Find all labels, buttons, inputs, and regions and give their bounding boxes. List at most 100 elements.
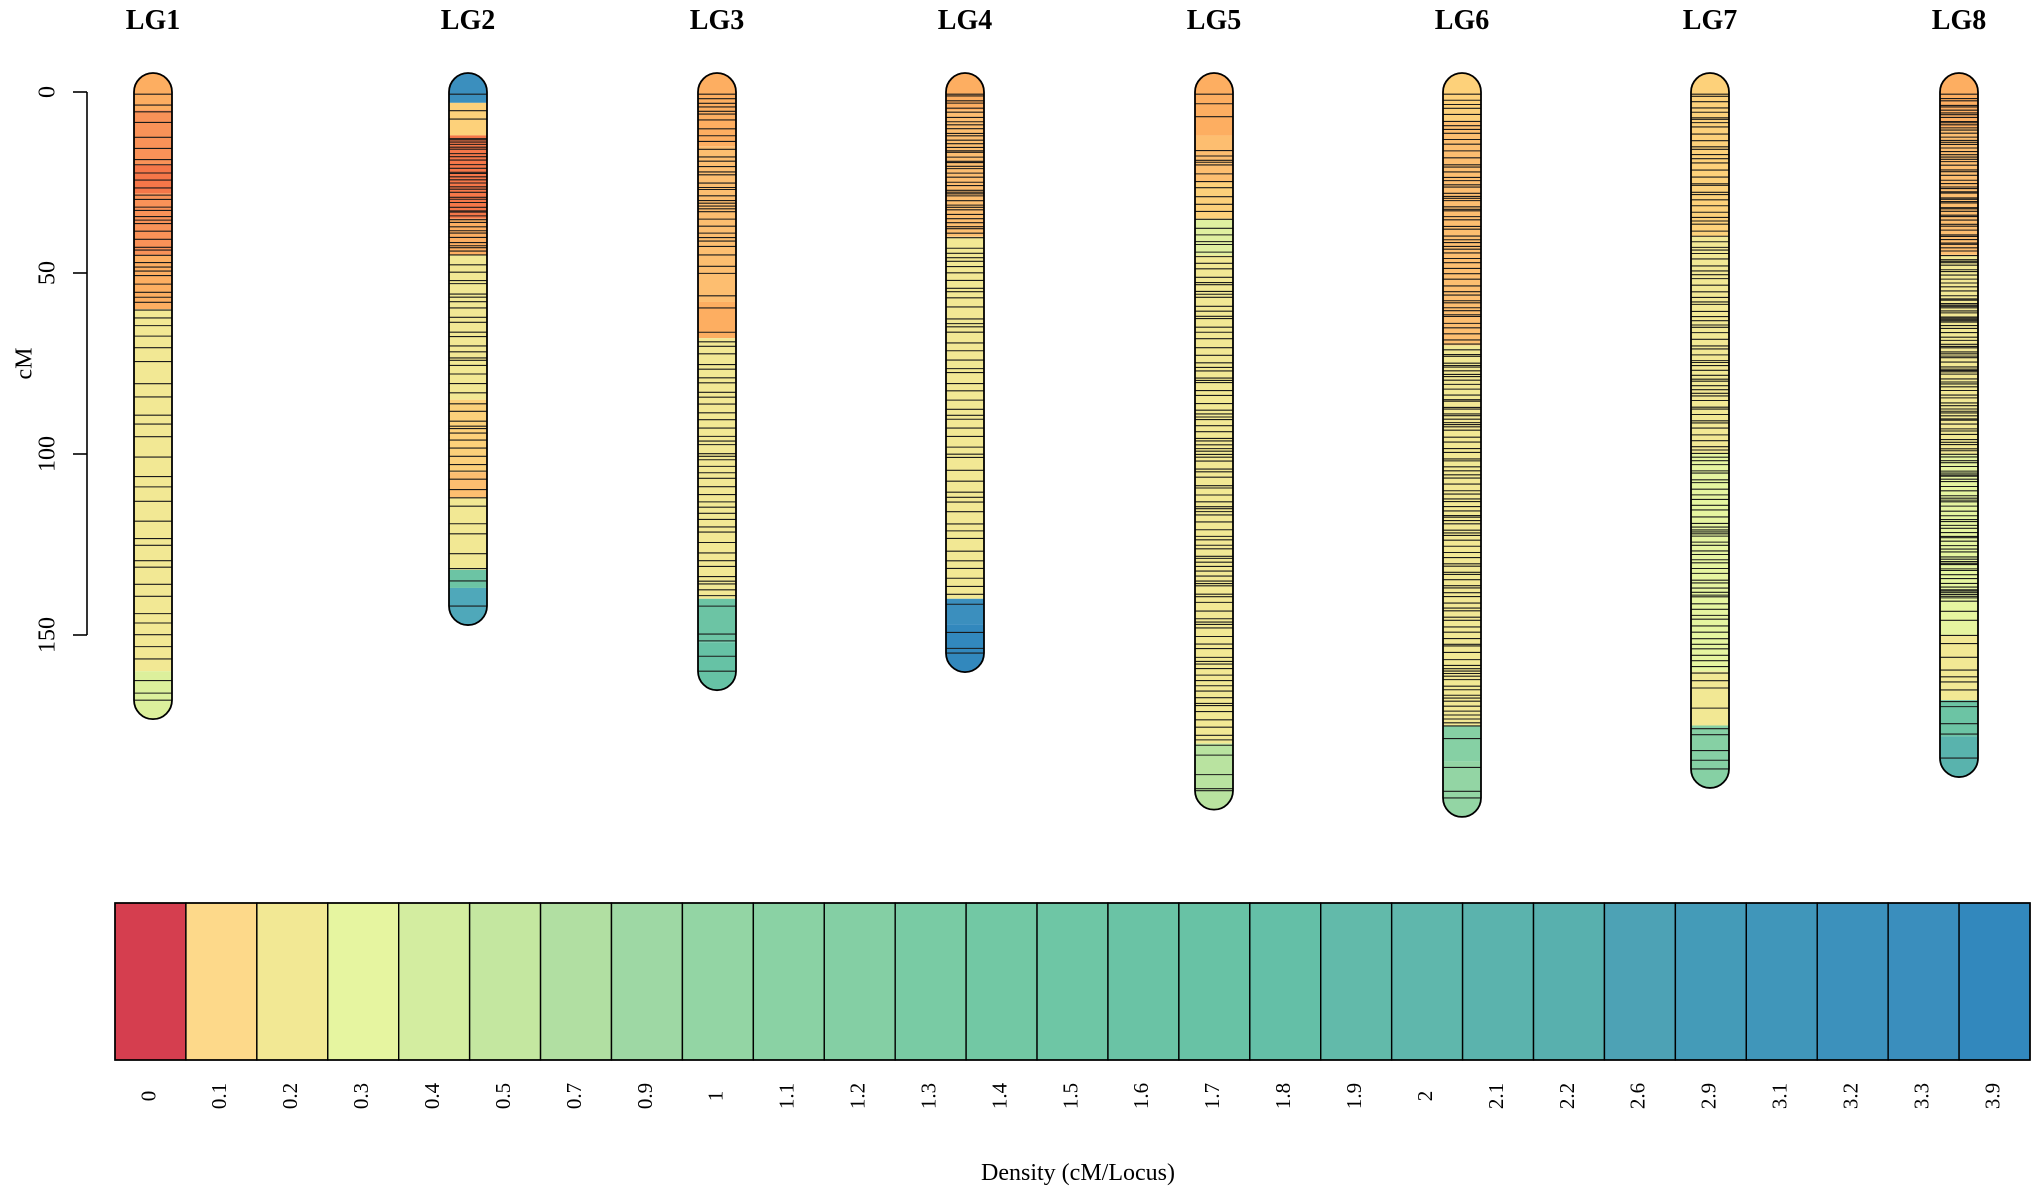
legend-label: 1.5 — [1058, 1083, 1082, 1109]
legend-label: 0 — [136, 1091, 160, 1102]
legend-swatch — [1887, 902, 1960, 1061]
legend-label: 2 — [1413, 1091, 1437, 1102]
linkage-group-title: LG5 — [1187, 5, 1241, 36]
y-axis: 0 50 100 150 cM — [12, 86, 88, 653]
marker-lines — [134, 93, 172, 701]
density-segment — [1940, 635, 1978, 701]
marker-lines — [1443, 93, 1481, 799]
density-segment — [1691, 671, 1729, 726]
density-segment — [1195, 254, 1233, 744]
density-segment — [1195, 743, 1233, 810]
marker-lines — [1691, 93, 1729, 770]
density-segment — [698, 598, 736, 643]
density-segment — [1691, 236, 1729, 454]
density-segment — [449, 399, 487, 473]
legend-swatch — [468, 902, 542, 1061]
legend-label: 3.1 — [1768, 1083, 1792, 1109]
legend-border — [114, 902, 2031, 1061]
y-tick-label: 0 — [35, 86, 61, 98]
linkage-group-lg8: LG8 — [1932, 5, 1986, 778]
legend-label: 0.9 — [633, 1083, 657, 1109]
y-tick-label: 50 — [35, 261, 61, 285]
legend-label: 3.3 — [1909, 1083, 1933, 1109]
legend-swatch — [1674, 902, 1747, 1061]
legend-swatch — [539, 902, 613, 1061]
legend-label: 2.6 — [1626, 1083, 1650, 1109]
legend-swatch — [610, 902, 684, 1061]
legend-swatch — [1603, 902, 1677, 1061]
density-segment — [449, 218, 487, 255]
marker-lines — [1940, 93, 1978, 759]
density-segment — [449, 254, 487, 400]
y-tick-label: 100 — [35, 436, 61, 472]
chromosome-outline — [697, 72, 737, 692]
linkage-group-lg1: LG1 — [126, 5, 180, 721]
legend-label: 1 — [704, 1091, 728, 1102]
legend-swatch — [1320, 902, 1393, 1061]
density-segment — [1691, 725, 1729, 788]
chromosome-outline — [133, 72, 173, 721]
density-legend: 0 0.1 0.2 0.3 0.4 0.5 0.7 0.9 1 1.1 1.2 1.3 1.4 1.5 1.… — [114, 902, 2031, 1109]
density-segment — [1443, 120, 1481, 346]
marker-lines — [449, 93, 487, 607]
legend-swatch — [894, 902, 967, 1061]
marker-lines — [946, 93, 984, 654]
linkage-group-title: LG4 — [938, 5, 992, 36]
linkage-group-lg3: LG3 — [690, 5, 744, 692]
legend-label: 0.3 — [349, 1083, 373, 1109]
legend-swatch — [114, 902, 187, 1061]
legend-swatch — [1745, 902, 1818, 1061]
chromosome-outline — [1939, 72, 1979, 778]
density-segment — [1195, 218, 1233, 255]
density-segment — [134, 193, 172, 255]
density-segment — [946, 598, 984, 625]
legend-swatch — [185, 902, 258, 1061]
linkage-group-lg4: LG4 — [938, 5, 992, 673]
density-segment — [1691, 73, 1729, 111]
legend-label: 3.9 — [1980, 1083, 2004, 1109]
marker-lines — [698, 93, 736, 672]
legend-label: 1.9 — [1342, 1083, 1366, 1109]
density-segment — [134, 309, 172, 672]
density-segment — [1940, 454, 1978, 635]
legend-label: 3.2 — [1838, 1083, 1862, 1109]
legend-swatch — [1461, 902, 1535, 1061]
density-segment — [134, 73, 172, 111]
chromosome-outline — [448, 72, 488, 626]
chromosome-outline — [1194, 72, 1234, 811]
legend-swatch — [752, 902, 825, 1061]
linkage-group-title: LG2 — [441, 5, 495, 36]
linkage-group-lg7: LG7 — [1683, 5, 1737, 789]
density-segment — [449, 569, 487, 588]
linkage-group-title: LG6 — [1435, 5, 1489, 36]
legend-swatch — [823, 902, 896, 1061]
legend-label: 1.8 — [1271, 1083, 1295, 1109]
marker-lines — [1195, 93, 1233, 792]
legend-swatch — [1390, 902, 1464, 1061]
legend-label: 2.9 — [1697, 1083, 1721, 1109]
density-segment — [698, 254, 736, 302]
density-segment — [1443, 761, 1481, 817]
legend-swatch — [1178, 902, 1251, 1061]
linkage-group-title: LG7 — [1683, 5, 1737, 36]
legend-label: 0.4 — [420, 1082, 444, 1109]
density-segment — [1940, 736, 1978, 778]
legend-swatch — [1532, 902, 1606, 1061]
legend-label: 1.3 — [916, 1083, 940, 1109]
density-segment — [698, 73, 736, 147]
y-tick-label: 150 — [35, 617, 61, 653]
legend-label: 1.2 — [846, 1083, 870, 1109]
legend-title: Density (cM/Locus) — [981, 1160, 1175, 1186]
legend-swatch — [1107, 902, 1180, 1061]
density-segment — [134, 254, 172, 310]
linkage-group-lg2: LG2 — [441, 5, 495, 626]
legend-label: 1.7 — [1200, 1083, 1224, 1109]
legend-label: 1.1 — [775, 1083, 799, 1109]
chromosome-outline — [1442, 72, 1482, 818]
density-segment — [1940, 254, 1978, 454]
linkage-group-title: LG1 — [126, 5, 180, 36]
density-segment — [698, 642, 736, 691]
density-segment — [1940, 700, 1978, 737]
density-segment — [1443, 725, 1481, 762]
